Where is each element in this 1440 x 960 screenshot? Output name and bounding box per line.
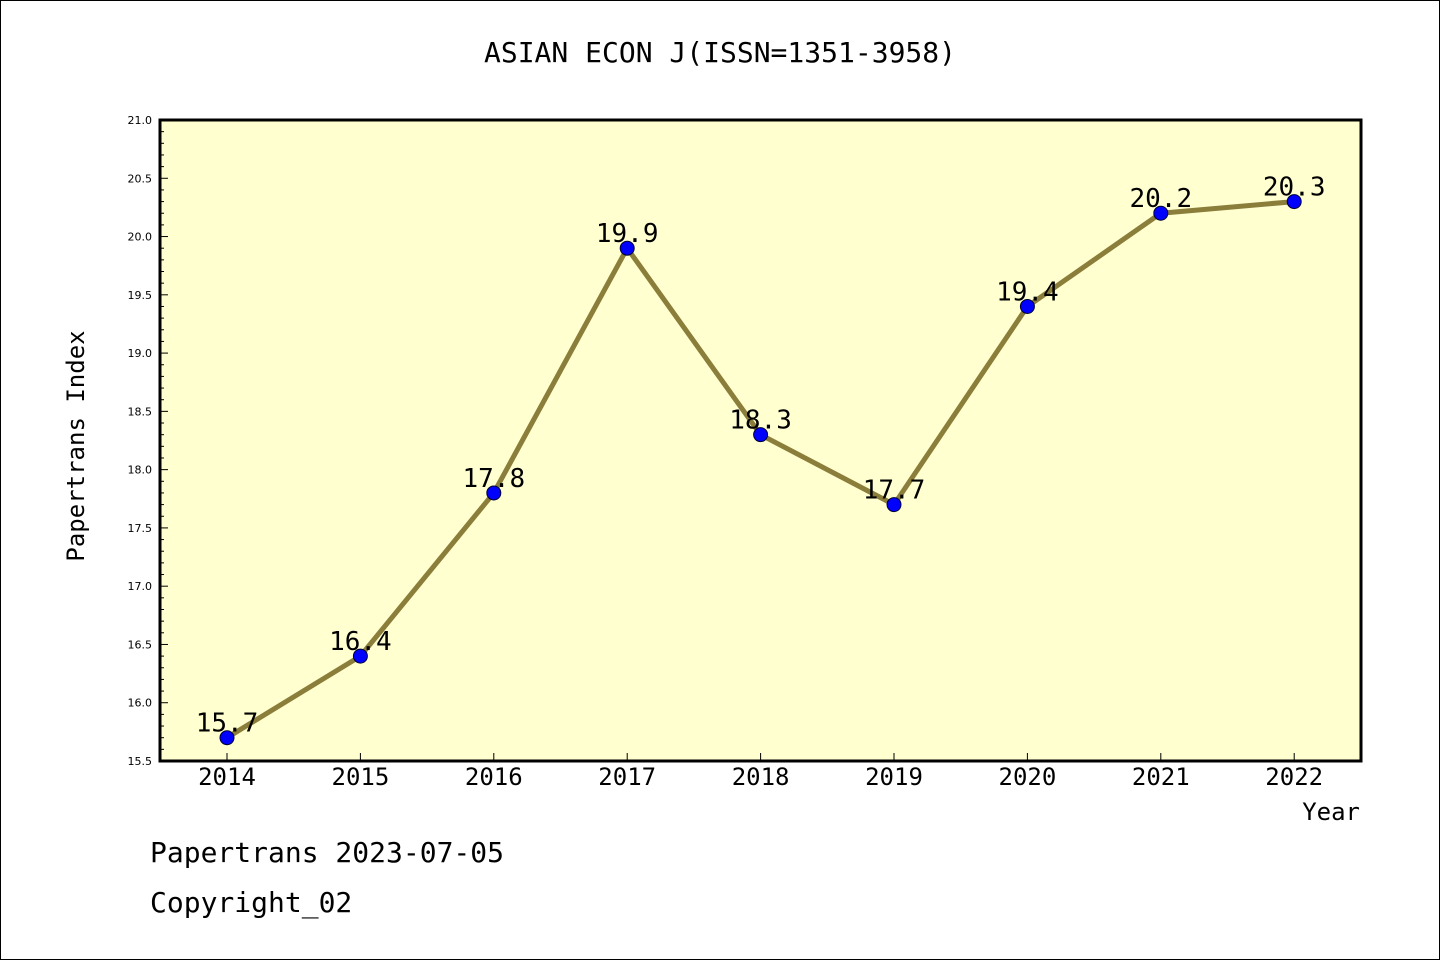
y-tick-label: 16.5: [128, 638, 153, 651]
x-axis: 2014 2015 2016 2017 2018 2019 2020 2021 2022: [198, 753, 1323, 791]
data-point-2015: [352, 648, 368, 664]
x-tick-label: 2019: [865, 763, 923, 791]
y-tick-label: 20.0: [128, 231, 153, 244]
data-label: 18.3: [729, 406, 792, 436]
x-tick-label: 2016: [465, 763, 523, 791]
data-label: 20.2: [1129, 184, 1192, 214]
series: [219, 194, 1302, 746]
x-tick-label: 2021: [1132, 763, 1190, 791]
data-point-2017: [619, 240, 635, 256]
data-label: 17.7: [863, 476, 926, 506]
data-point-2021: [1153, 205, 1169, 221]
data-label: 16.4: [329, 627, 392, 657]
y-tick-label: 16.0: [128, 697, 153, 710]
y-axis: 15.5 16.0 16.5 17.0 17.5 18.0 18.5 19.0 19.5 20.0…: [128, 114, 168, 768]
y-tick-label: 17.0: [128, 580, 153, 593]
y-tick-label: 17.5: [128, 522, 153, 535]
y-tick-label: 20.5: [128, 172, 153, 185]
y-tick-label: 21.0: [128, 114, 153, 127]
y-axis-label: Papertrans Index: [62, 330, 90, 561]
data-label: 17.8: [462, 464, 525, 494]
x-axis-label: Year: [1302, 798, 1360, 826]
x-tick-label: 2020: [999, 763, 1057, 791]
y-tick-label: 18.5: [128, 405, 153, 418]
data-label: 20.3: [1263, 173, 1326, 203]
data-label: 19.9: [596, 219, 659, 249]
data-point-2020: [1019, 298, 1035, 314]
footer-copyright: Copyright_02: [150, 886, 353, 919]
chart-title: ASIAN ECON J(ISSN=1351-3958): [483, 36, 956, 69]
data-point-2019: [886, 497, 902, 513]
x-tick-label: 2022: [1265, 763, 1323, 791]
y-tick-label: 15.5: [128, 755, 153, 768]
x-tick-label: 2015: [332, 763, 390, 791]
data-point-2018: [753, 427, 769, 443]
x-tick-label: 2014: [198, 763, 256, 791]
y-tick-label: 19.0: [128, 347, 153, 360]
x-tick-label: 2018: [732, 763, 790, 791]
y-tick-label: 19.5: [128, 289, 153, 302]
data-label: 19.4: [996, 277, 1059, 307]
y-tick-label: 18.0: [128, 464, 153, 477]
footer-date: Papertrans 2023-07-05: [150, 836, 505, 869]
data-point-2014: [219, 730, 235, 746]
x-tick-label: 2017: [598, 763, 656, 791]
data-point-2022: [1286, 194, 1302, 210]
data-point-2016: [486, 485, 502, 501]
data-label: 15.7: [196, 709, 259, 739]
data-labels: 15.7 16.4 17.8 19.9 18.3 17.7 19.4 20.2 20.3: [196, 173, 1326, 739]
